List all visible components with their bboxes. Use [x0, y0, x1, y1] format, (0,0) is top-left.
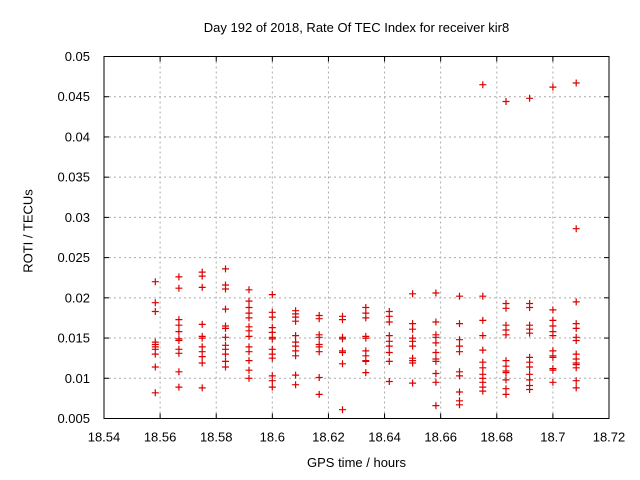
x-tick-label: 18.62 [312, 430, 345, 445]
y-tick-label: 0.01 [65, 371, 90, 386]
y-tick-label: 0.02 [65, 290, 90, 305]
y-tick-label: 0.005 [57, 411, 90, 426]
x-tick-label: 18.56 [144, 430, 177, 445]
plot-border [103, 56, 610, 419]
y-tick-label: 0.015 [57, 331, 90, 346]
series-roti-points [151, 79, 580, 414]
y-tick-label: 0.045 [57, 89, 90, 104]
y-tick-label: 0.03 [65, 210, 90, 225]
y-tick-labels: 0.005 0.01 0.015 0.02 0.025 0.03 0.035 0.04 0.04… [57, 49, 90, 426]
x-tick-label: 18.54 [88, 430, 121, 445]
x-tick-label: 18.58 [200, 430, 233, 445]
x-tick-label: 18.7 [540, 430, 565, 445]
x-axis-label: GPS time / hours [307, 455, 406, 470]
grid-lines [103, 56, 610, 419]
y-axis-label: ROTI / TECUs [20, 189, 36, 273]
y-tick-label: 0.04 [65, 129, 90, 144]
x-tick-label: 18.66 [424, 430, 457, 445]
x-tick-label: 18.6 [260, 430, 285, 445]
y-tick-label: 0.035 [57, 170, 90, 185]
x-tick-labels: 18.54 18.56 18.58 18.6 18.62 18.64 18.66 18.68 1… [88, 430, 626, 445]
x-tick-label: 18.72 [593, 430, 626, 445]
chart-title: Day 192 of 2018, Rate Of TEC Index for r… [203, 20, 510, 35]
axis-ticks [103, 56, 610, 419]
y-tick-label: 0.05 [65, 49, 90, 64]
y-tick-label: 0.025 [57, 250, 90, 265]
x-tick-label: 18.64 [368, 430, 401, 445]
x-tick-label: 18.68 [481, 430, 514, 445]
